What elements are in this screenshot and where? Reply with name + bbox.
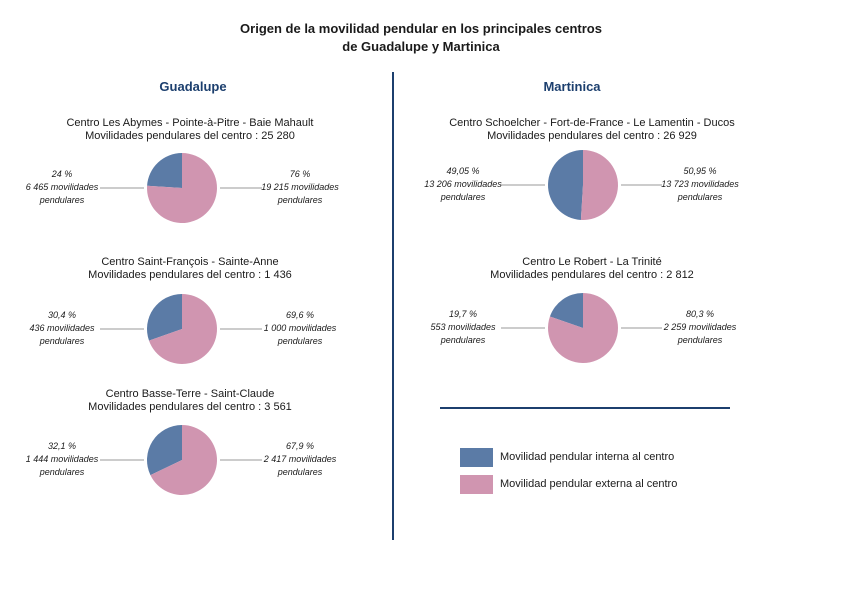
pie-total: Movilidades pendulares del centro : 25 2… — [85, 130, 295, 142]
pie-center-name: Centro Basse-Terre - Saint-Claude — [105, 388, 275, 400]
chart-title: Origen de la movilidad pendular en los p… — [0, 20, 842, 56]
pie-center-name: Centro Les Abymes - Pointe-à-Pitre - Bai… — [66, 117, 314, 129]
data-label-percent: 80,3 % — [685, 309, 715, 319]
data-label-count: 2 259 movilidades — [663, 322, 737, 332]
pie-title: Centro Schoelcher - Fort-de-France - Le … — [422, 117, 762, 143]
data-label-percent: 69,6 % — [285, 310, 315, 320]
slice-internal — [147, 294, 182, 341]
slice-internal — [547, 150, 583, 220]
data-label-percent: 50,95 % — [683, 166, 717, 176]
data-label-unit: pendulares — [39, 467, 85, 477]
data-label-percent: 30,4 % — [47, 310, 77, 320]
title-line-1: Origen de la movilidad pendular en los p… — [240, 21, 602, 36]
data-label-percent: 76 % — [289, 169, 311, 179]
data-label-percent: 67,9 % — [285, 441, 315, 451]
pie-center-name: Centro Saint-François - Sainte-Anne — [101, 256, 279, 268]
data-label-percent: 24 % — [51, 169, 73, 179]
slice-internal — [147, 153, 182, 188]
data-label-count: 1 444 movilidades — [25, 454, 99, 464]
data-label-count: 436 movilidades — [29, 323, 95, 333]
region-title-guadalupe: Guadalupe — [159, 79, 227, 94]
legend-label-internal: Movilidad pendular interna al centro — [500, 451, 675, 463]
column-divider — [392, 72, 394, 540]
pie-title: Centro Saint-François - Sainte-Anne Movil… — [20, 256, 360, 282]
data-label-external: 69,6 % 1 000 movilidades pendulares — [250, 309, 350, 348]
pie-center-name: Centro Schoelcher - Fort-de-France - Le … — [449, 117, 735, 129]
data-label-percent: 32,1 % — [47, 441, 77, 451]
data-label-internal: 19,7 % 553 movilidades pendulares — [413, 308, 513, 347]
data-label-external: 67,9 % 2 417 movilidades pendulares — [250, 440, 350, 479]
data-label-percent: 49,05 % — [446, 166, 480, 176]
pie-total: Movilidades pendulares del centro : 26 9… — [487, 130, 697, 142]
pie-title: Centro Les Abymes - Pointe-à-Pitre - Bai… — [20, 117, 360, 143]
data-label-percent: 19,7 % — [448, 309, 478, 319]
data-label-unit: pendulares — [39, 195, 85, 205]
data-label-unit: pendulares — [677, 192, 723, 202]
pie-center-name: Centro Le Robert - La Trinité — [522, 256, 662, 268]
legend-swatch-external — [460, 475, 493, 494]
legend-swatch-internal — [460, 448, 493, 467]
pie-total: Movilidades pendulares del centro : 1 43… — [88, 269, 292, 281]
data-label-count: 2 417 movilidades — [263, 454, 337, 464]
legend-item-internal: Movilidad pendular interna al centro — [460, 448, 760, 468]
region-title-martinica: Martinica — [543, 79, 601, 94]
data-label-internal: 24 % 6 465 movilidades pendulares — [12, 168, 112, 207]
slice-external — [148, 294, 217, 364]
pie-total: Movilidades pendulares del centro : 2 81… — [490, 269, 694, 281]
data-label-unit: pendulares — [39, 336, 85, 346]
legend-label-external: Movilidad pendular externa al centro — [500, 478, 678, 490]
data-label-external: 80,3 % 2 259 movilidades pendulares — [650, 308, 750, 347]
pie-title: Centro Le Robert - La Trinité Movilidades… — [422, 256, 762, 282]
data-label-unit: pendulares — [277, 336, 323, 346]
data-label-count: 553 movilidades — [430, 322, 496, 332]
pie-title: Centro Basse-Terre - Saint-Claude Movilid… — [20, 388, 360, 414]
data-label-count: 6 465 movilidades — [25, 182, 99, 192]
data-label-external: 50,95 % 13 723 movilidades pendulares — [650, 165, 750, 204]
legend-divider — [440, 407, 730, 409]
pie-total: Movilidades pendulares del centro : 3 56… — [88, 401, 292, 413]
slice-internal — [549, 293, 583, 328]
slice-internal — [147, 425, 182, 476]
legend-item-external: Movilidad pendular externa al centro — [460, 475, 760, 495]
data-label-unit: pendulares — [277, 467, 323, 477]
data-label-internal: 30,4 % 436 movilidades pendulares — [12, 309, 112, 348]
data-label-external: 76 % 19 215 movilidades pendulares — [250, 168, 350, 207]
data-label-count: 1 000 movilidades — [263, 323, 337, 333]
data-label-unit: pendulares — [440, 335, 486, 345]
slice-external — [580, 150, 618, 220]
data-label-count: 19 215 movilidades — [261, 182, 339, 192]
data-label-count: 13 723 movilidades — [661, 179, 739, 189]
data-label-unit: pendulares — [440, 192, 486, 202]
data-label-unit: pendulares — [677, 335, 723, 345]
data-label-internal: 49,05 % 13 206 movilidades pendulares — [413, 165, 513, 204]
slice-external — [147, 153, 218, 223]
data-label-internal: 32,1 % 1 444 movilidades pendulares — [12, 440, 112, 479]
title-line-2: de Guadalupe y Martinica — [342, 39, 500, 54]
slice-external — [150, 425, 217, 496]
slice-external — [548, 293, 618, 363]
data-label-unit: pendulares — [277, 195, 323, 205]
data-label-count: 13 206 movilidades — [424, 179, 502, 189]
